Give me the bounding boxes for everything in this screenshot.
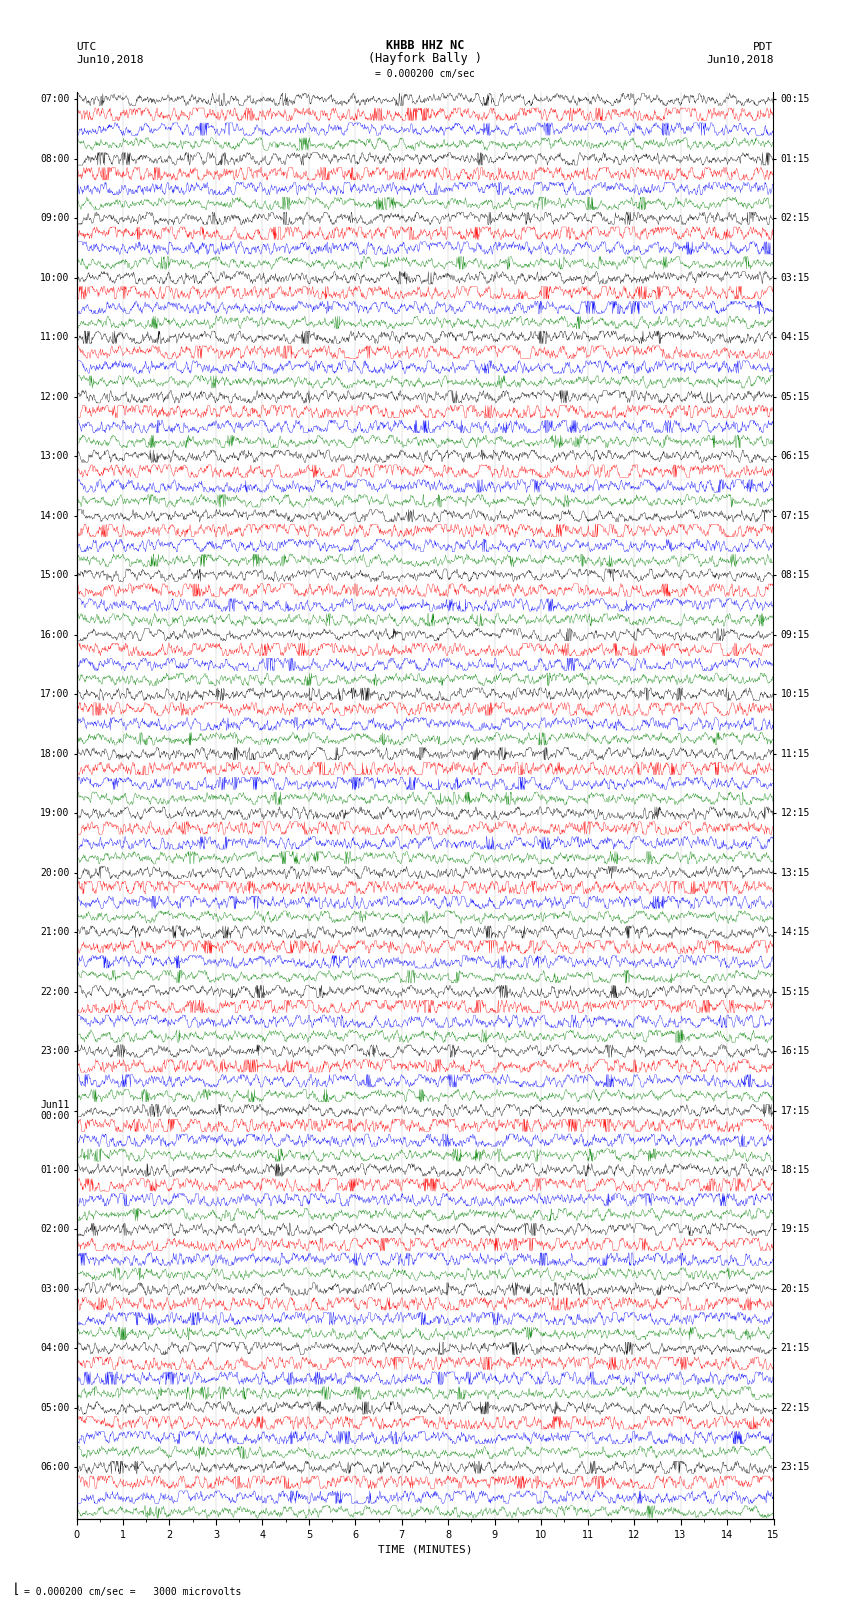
- Text: PDT: PDT: [753, 42, 774, 52]
- Text: Jun10,2018: Jun10,2018: [76, 55, 144, 65]
- Text: $\lfloor$: $\lfloor$: [13, 1579, 19, 1597]
- Text: UTC: UTC: [76, 42, 97, 52]
- X-axis label: TIME (MINUTES): TIME (MINUTES): [377, 1544, 473, 1553]
- Text: = 0.000200 cm/sec =   3000 microvolts: = 0.000200 cm/sec = 3000 microvolts: [24, 1587, 241, 1597]
- Text: KHBB HHZ NC: KHBB HHZ NC: [386, 39, 464, 52]
- Text: Jun10,2018: Jun10,2018: [706, 55, 774, 65]
- Text: = 0.000200 cm/sec: = 0.000200 cm/sec: [375, 69, 475, 79]
- Text: (Hayfork Bally ): (Hayfork Bally ): [368, 52, 482, 65]
